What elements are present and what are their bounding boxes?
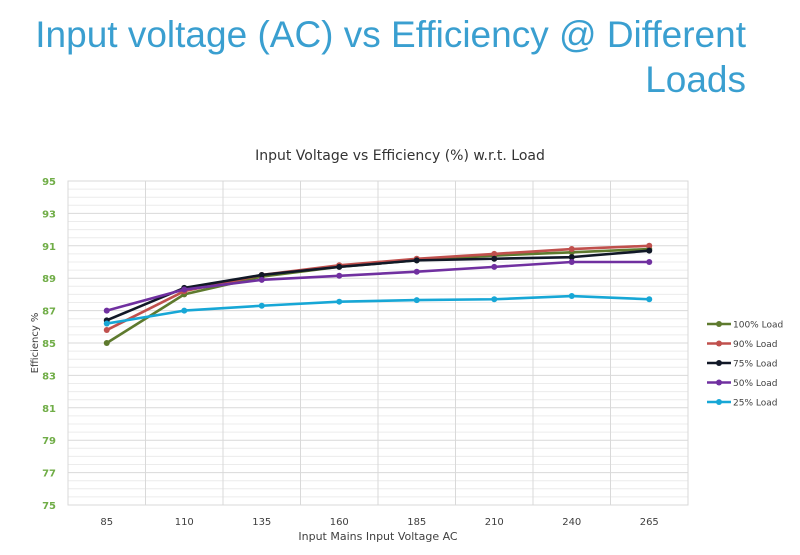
data-point <box>181 307 188 314</box>
x-tick-label: 210 <box>485 517 504 528</box>
x-tick-label: 185 <box>407 517 426 528</box>
series-line <box>106 260 650 312</box>
data-point <box>258 302 265 309</box>
data-point <box>491 250 498 257</box>
y-tick-label: 89 <box>42 274 56 285</box>
y-tick-label: 79 <box>42 436 56 447</box>
legend-label: 50% Load <box>733 379 777 389</box>
slide-title-line2: Loads <box>645 59 746 100</box>
y-tick-label: 75 <box>42 501 56 512</box>
y-tick-label: 81 <box>42 404 56 415</box>
y-tick-label: 77 <box>42 469 56 480</box>
data-point <box>646 242 653 249</box>
legend-marker <box>716 340 722 347</box>
data-point <box>181 286 188 293</box>
data-point <box>103 340 110 346</box>
x-tick-label: 110 <box>175 517 194 528</box>
data-point <box>336 298 343 305</box>
x-tick-label: 160 <box>330 517 349 528</box>
legend-label: 25% Load <box>733 399 777 409</box>
data-point <box>413 268 420 275</box>
data-point <box>413 297 420 304</box>
legend-layer: 100% Load 90% Load 75% Load 50% Load 25% Loa… <box>707 321 783 409</box>
y-tick-label: 83 <box>42 371 56 382</box>
data-point <box>646 247 653 254</box>
series-line <box>106 294 650 325</box>
data-point <box>491 296 498 303</box>
data-point <box>646 296 653 303</box>
slide-title: Input voltage (AC) vs Efficiency @ Diffe… <box>6 12 746 102</box>
data-point <box>568 293 575 300</box>
data-point <box>413 257 420 264</box>
data-point <box>103 320 110 327</box>
data-point <box>258 276 265 283</box>
y-tick-label: 93 <box>42 209 56 220</box>
legend-marker <box>716 360 722 366</box>
grid-layer <box>67 180 689 506</box>
legend-label: 75% Load <box>733 360 777 370</box>
y-tick-label: 85 <box>42 339 56 350</box>
series-layer <box>103 242 653 346</box>
data-point <box>568 254 575 261</box>
data-point <box>646 259 653 265</box>
y-tick-label: 91 <box>42 242 56 253</box>
data-point <box>103 307 110 314</box>
x-tick-label: 85 <box>100 517 113 528</box>
legend-marker <box>716 399 722 405</box>
series-line <box>106 249 650 322</box>
legend-marker <box>716 321 722 327</box>
data-point <box>336 272 343 279</box>
data-point <box>258 271 265 278</box>
y-tick-label: 87 <box>42 307 56 318</box>
data-point <box>336 263 343 270</box>
axis-layer: 75 77 79 81 83 85 87 89 91 93 95 85 110 135 160 185 210 2… <box>42 177 659 528</box>
legend-marker <box>716 379 722 386</box>
data-point <box>491 263 498 270</box>
y-tick-label: 95 <box>42 177 56 188</box>
x-axis-title: Input Mains Input Voltage AC <box>298 530 458 543</box>
data-point <box>103 327 110 334</box>
data-point <box>491 255 498 262</box>
slide-title-line1: Input voltage (AC) vs Efficiency @ Diffe… <box>35 14 746 55</box>
legend-label: 100% Load <box>733 321 783 331</box>
x-tick-label: 240 <box>562 517 581 528</box>
chart-title: Input Voltage vs Efficiency (%) w.r.t. L… <box>255 148 545 164</box>
data-point <box>568 246 575 253</box>
y-axis-title: Efficiency % <box>30 313 41 374</box>
x-tick-label: 265 <box>640 517 659 528</box>
legend-label: 90% Load <box>733 340 777 350</box>
x-tick-label: 135 <box>252 517 271 528</box>
data-point <box>568 259 575 265</box>
